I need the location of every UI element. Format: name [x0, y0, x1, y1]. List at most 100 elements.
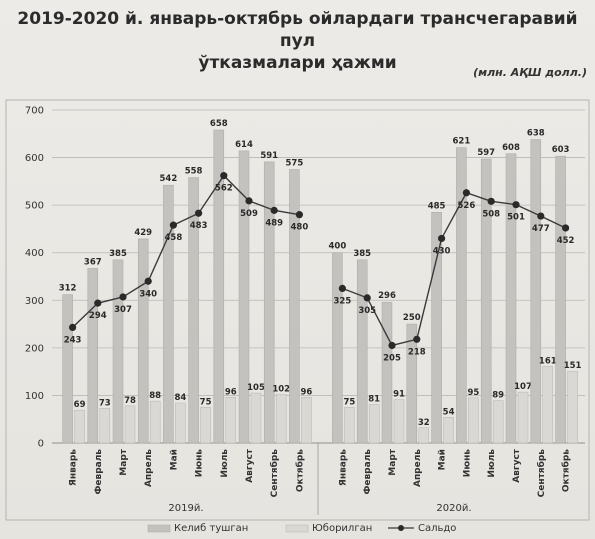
bar-received — [112, 259, 124, 444]
bar-sent — [418, 427, 430, 444]
bar-received — [163, 184, 174, 444]
x-tick-label: Июль — [487, 449, 497, 478]
bar-received — [406, 323, 418, 444]
data-label-received: 542 — [160, 174, 178, 184]
bar-received — [431, 212, 442, 444]
x-tick-label: Февраль — [94, 449, 104, 495]
data-label-received: 621 — [453, 137, 471, 147]
data-label-received: 385 — [109, 249, 127, 259]
chart-title-line-2: ўтказмалари ҳажми — [198, 53, 397, 73]
plot-border — [5, 99, 590, 521]
bar-received — [137, 238, 149, 444]
x-tick-label: Август — [245, 448, 255, 483]
data-label-received: 591 — [260, 151, 278, 161]
x-tick-label: Февраль — [363, 449, 373, 495]
bar-received — [289, 169, 300, 444]
data-label-saldo: 501 — [507, 213, 525, 223]
legend-label-saldo: Сальдо — [418, 523, 456, 534]
data-label-sent: 75 — [343, 397, 355, 407]
bar-received — [356, 259, 368, 444]
data-label-received: 614 — [235, 140, 253, 150]
chart-title-line-1: 2019-2020 й. январь-октябрь ойлардаги тр… — [17, 9, 578, 51]
data-label-saldo: 294 — [89, 311, 107, 321]
data-label-saldo: 562 — [215, 184, 233, 194]
x-tick-label: Сентябрь — [269, 449, 280, 498]
data-label-sent: 54 — [443, 407, 455, 417]
bar-sent — [492, 400, 504, 444]
bar-sent — [175, 402, 186, 444]
legend-label-sent: Юборилган — [312, 523, 372, 534]
bar-sent — [99, 408, 111, 444]
saldo-point — [144, 277, 152, 285]
saldo-point — [295, 211, 303, 219]
data-label-saldo: 430 — [433, 246, 451, 256]
data-label-saldo: 458 — [165, 233, 183, 243]
bar-received — [555, 155, 566, 444]
saldo-point — [270, 206, 278, 214]
bar-received — [238, 150, 250, 444]
data-label-sent: 32 — [418, 418, 430, 428]
data-label-sent: 91 — [393, 390, 405, 400]
data-label-received: 485 — [428, 201, 446, 211]
saldo-line — [72, 174, 300, 328]
y-tick-label: 500 — [25, 201, 44, 212]
x-tick-label: Март — [119, 448, 129, 475]
legend-swatch-saldo-marker — [398, 525, 404, 531]
saldo-line — [342, 191, 566, 347]
data-label-sent: 75 — [200, 397, 212, 407]
x-tick-label: Сентябрь — [536, 449, 547, 498]
data-label-saldo: 218 — [408, 347, 426, 357]
data-label-saldo: 340 — [139, 289, 157, 299]
x-tick-label: Январь — [69, 449, 79, 486]
bar-sent — [301, 397, 312, 444]
y-tick-label: 100 — [25, 391, 44, 402]
bar-sent — [74, 409, 85, 444]
x-tick-label: Март — [388, 448, 398, 475]
data-label-sent: 102 — [272, 384, 290, 394]
y-tick-label: 0 — [38, 439, 44, 450]
saldo-point — [487, 197, 495, 205]
data-label-saldo: 509 — [240, 209, 258, 219]
bar-received — [62, 294, 73, 444]
bar-sent — [149, 400, 161, 444]
data-label-saldo: 526 — [458, 201, 476, 211]
data-label-received: 429 — [134, 228, 152, 238]
saldo-point — [169, 221, 177, 229]
data-label-saldo: 205 — [383, 353, 401, 363]
saldo-point — [537, 212, 545, 220]
bar-received — [530, 139, 542, 444]
chart-units: (млн. АҚШ долл.) — [473, 66, 587, 79]
data-label-saldo: 307 — [114, 305, 132, 315]
bar-sent — [344, 407, 355, 444]
x-tick-label: Январь — [338, 449, 348, 486]
data-label-saldo: 489 — [265, 218, 283, 228]
data-label-saldo: 243 — [64, 335, 82, 345]
bar-received — [332, 252, 343, 444]
legend-swatch-sent — [285, 524, 309, 533]
y-tick-label: 600 — [25, 153, 44, 164]
bar-received — [381, 301, 393, 444]
y-tick-label: 700 — [25, 106, 44, 117]
x-tick-label: Май — [438, 449, 448, 470]
bar-sent — [468, 397, 479, 444]
data-label-received: 367 — [84, 257, 102, 267]
bar-sent — [275, 394, 287, 444]
saldo-point — [69, 323, 77, 332]
x-tick-label: Апрель — [144, 449, 154, 487]
saldo-point — [388, 341, 396, 350]
bar-received — [480, 158, 492, 444]
group-label: 2020й. — [436, 503, 471, 514]
data-label-sent: 151 — [564, 361, 582, 371]
data-label-saldo: 477 — [532, 224, 550, 234]
bar-received — [456, 147, 467, 444]
x-tick-label: Август — [512, 448, 522, 483]
saldo-point — [462, 189, 470, 197]
bar-received — [263, 161, 275, 444]
data-label-received: 638 — [527, 128, 545, 138]
x-tick-label: Май — [169, 449, 179, 470]
bar-sent — [200, 407, 211, 444]
data-label-sent: 69 — [74, 400, 86, 410]
bar-received — [213, 129, 225, 444]
data-label-sent: 95 — [467, 388, 479, 398]
data-label-received: 296 — [378, 291, 396, 301]
